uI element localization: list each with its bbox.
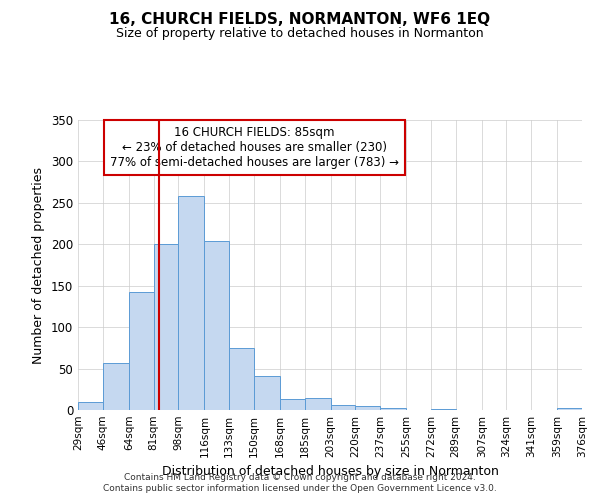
Text: Size of property relative to detached houses in Normanton: Size of property relative to detached ho… — [116, 28, 484, 40]
Bar — [431, 409, 455, 410]
Bar — [103, 363, 129, 410]
Bar — [380, 408, 406, 410]
Bar — [205, 241, 229, 410]
Text: Contains HM Land Registry data © Crown copyright and database right 2024.: Contains HM Land Registry data © Crown c… — [124, 472, 476, 482]
Bar — [331, 405, 355, 410]
Bar — [557, 408, 582, 410]
Bar — [78, 402, 103, 410]
Bar — [355, 406, 380, 410]
X-axis label: Distribution of detached houses by size in Normanton: Distribution of detached houses by size … — [161, 466, 499, 478]
Bar — [229, 348, 254, 410]
Bar — [178, 196, 205, 410]
Text: 16, CHURCH FIELDS, NORMANTON, WF6 1EQ: 16, CHURCH FIELDS, NORMANTON, WF6 1EQ — [109, 12, 491, 28]
Y-axis label: Number of detached properties: Number of detached properties — [32, 166, 46, 364]
Text: 16 CHURCH FIELDS: 85sqm
← 23% of detached houses are smaller (230)
77% of semi-d: 16 CHURCH FIELDS: 85sqm ← 23% of detache… — [110, 126, 399, 169]
Bar — [305, 398, 331, 410]
Bar — [129, 292, 154, 410]
Text: Contains public sector information licensed under the Open Government Licence v3: Contains public sector information licen… — [103, 484, 497, 493]
Bar — [280, 399, 305, 410]
Bar — [254, 376, 280, 410]
Bar — [154, 244, 178, 410]
